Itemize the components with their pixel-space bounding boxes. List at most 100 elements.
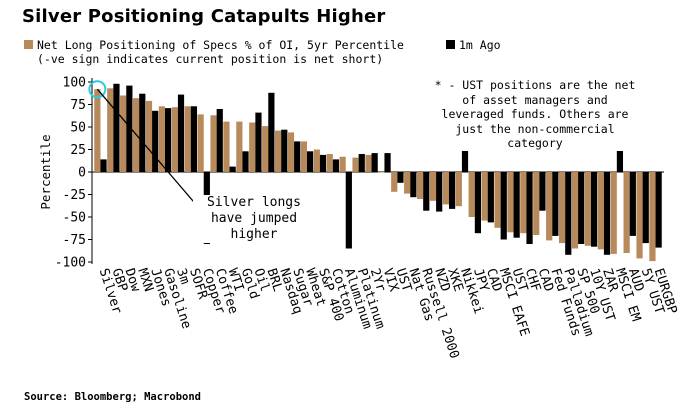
bar-1m-ago-5: [165, 108, 172, 172]
bar-1m-ago-12: [255, 112, 262, 172]
bar-1m-ago-20: [358, 154, 365, 172]
bar-1m-ago-4: [152, 110, 159, 172]
bar-net-long-14: [274, 130, 282, 172]
bar-1m-ago-25: [423, 172, 430, 211]
bar-1m-ago-16: [307, 151, 314, 172]
x-tick-label: BRL: [263, 267, 285, 294]
x-tick-label: MXN: [134, 267, 156, 294]
bar-1m-ago-27: [449, 172, 456, 209]
bar-1m-ago-10: [229, 166, 236, 172]
ust-note-annotation: * - UST positions are the net of asset m…: [432, 78, 638, 151]
legend-item-1m-ago: 1m Ago: [446, 38, 501, 52]
source-caption: Source: Bloomberg; Macrobond: [24, 391, 202, 403]
bar-net-long-16: [300, 141, 307, 172]
bar-net-long-43: [649, 172, 656, 262]
bar-net-long-26: [429, 172, 437, 201]
bar-net-long-6: [171, 107, 178, 172]
bar-net-long-39: [597, 172, 604, 250]
bar-1m-ago-39: [603, 172, 611, 255]
x-tick-label: CHF: [522, 267, 544, 294]
x-tick-label: UST: [509, 267, 531, 294]
y-tick-label: 0: [78, 166, 86, 181]
bar-net-long-12: [249, 122, 256, 172]
x-tick-label: GBP: [109, 267, 131, 294]
bar-net-long-41: [623, 172, 630, 253]
x-tick-label: VIX: [380, 267, 402, 294]
bar-net-long-1: [107, 88, 114, 172]
bar-1m-ago-14: [281, 129, 288, 172]
callout-pointer-line: [96, 88, 200, 209]
y-axis-label: Percentile: [38, 134, 53, 209]
legend-swatch-1m-ago: [446, 40, 455, 49]
x-tick-label: CAD: [535, 267, 557, 294]
bar-1m-ago-33: [526, 172, 533, 244]
bar-1m-ago-35: [552, 172, 559, 236]
bar-1m-ago-9: [216, 109, 223, 172]
bar-net-long-4: [145, 100, 153, 172]
chart-overlay: [88, 80, 200, 209]
bar-1m-ago-2: [126, 85, 133, 172]
bar-net-long-7: [184, 106, 191, 172]
bar-net-long-37: [571, 172, 579, 249]
y-tick-label: -100: [55, 256, 86, 271]
bar-net-long-42: [636, 172, 643, 259]
x-tick-label: XKE: [444, 267, 466, 294]
bar-1m-ago-41: [629, 172, 636, 236]
x-tick-label: Dow: [121, 267, 143, 294]
bar-1m-ago-0: [100, 159, 107, 172]
x-tick-label: Oil: [251, 267, 273, 294]
y-tick-label: 75: [70, 98, 86, 113]
bar-net-long-40: [610, 172, 617, 254]
legend-swatch-net-long: [24, 40, 33, 49]
bar-net-long-23: [391, 172, 398, 192]
bar-1m-ago-31: [500, 172, 507, 240]
bar-net-long-20: [352, 157, 359, 172]
bar-net-long-15: [287, 132, 295, 172]
bar-net-long-25: [416, 172, 424, 199]
bar-net-long-31: [494, 172, 501, 228]
bar-1m-ago-3: [139, 93, 146, 172]
bar-net-long-32: [507, 172, 514, 233]
bar-1m-ago-6: [177, 94, 185, 172]
bar-net-long-19: [339, 156, 346, 172]
y-tick-label: -50: [63, 211, 86, 226]
bar-1m-ago-11: [242, 151, 249, 172]
x-tick-label: AUD: [625, 267, 647, 294]
bar-1m-ago-22: [384, 153, 391, 172]
bar-1m-ago-7: [190, 106, 198, 172]
bar-1m-ago-24: [410, 172, 417, 198]
bar-1m-ago-32: [513, 172, 520, 238]
bar-1m-ago-23: [397, 172, 404, 183]
bar-net-long-9: [210, 115, 217, 172]
bar-net-long-10: [223, 121, 230, 172]
chart-title: Silver Positioning Catapults Higher: [22, 6, 386, 27]
bar-net-long-11: [236, 121, 243, 172]
bar-1m-ago-18: [332, 159, 340, 172]
bar-1m-ago-17: [319, 154, 327, 172]
x-tick-label: ZAR: [599, 267, 621, 294]
bar-1m-ago-1: [113, 83, 120, 172]
y-tick-label: -75: [63, 233, 86, 248]
legend-label-1m-ago: 1m Ago: [459, 38, 501, 52]
bar-net-long-5: [158, 106, 165, 172]
bar-net-long-2: [120, 95, 127, 172]
bar-1m-ago-36: [565, 172, 572, 255]
bar-1m-ago-43: [655, 172, 662, 248]
y-tick-label: 25: [70, 143, 86, 158]
legend-label-net-long: Net Long Positioning of Specs % of OI, 5…: [37, 38, 404, 66]
bar-net-long-29: [468, 172, 475, 217]
x-tick-label: 3m: [173, 267, 192, 287]
bar-net-long-35: [546, 172, 553, 241]
bar-net-long-22: [378, 172, 385, 173]
bar-1m-ago-42: [642, 172, 649, 244]
x-tick-label: WTI: [225, 267, 247, 294]
y-tick-label: 100: [63, 76, 86, 91]
bar-1m-ago-34: [539, 172, 546, 211]
bar-1m-ago-37: [578, 172, 585, 244]
y-tick-label: 50: [70, 121, 86, 136]
bar-net-long-30: [481, 172, 488, 221]
x-tick-label: NZD: [431, 267, 453, 294]
bar-net-long-24: [404, 172, 411, 194]
bar-net-long-27: [442, 172, 449, 205]
